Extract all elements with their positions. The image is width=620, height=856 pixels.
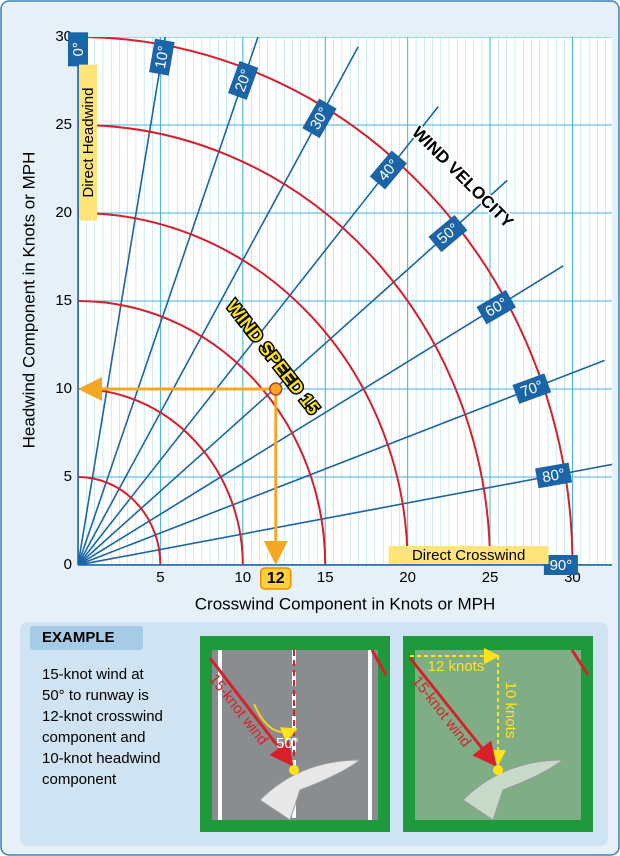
speed-arc [78,124,492,565]
angle-label: 70° [512,373,552,404]
angle-label-box [535,462,573,489]
runway-illustration [200,636,390,832]
x-tick-label: 5 [156,569,164,586]
angle-label: 80° [535,462,573,489]
y-tick-label: 20 [55,204,72,221]
y-tick-label: 15 [55,292,72,309]
speed-arc [78,212,409,565]
angle-label: 0° [68,32,88,67]
label-box [79,64,97,221]
crosswind-value: 12 [267,570,285,587]
direct-crosswind: Direct Crosswind [388,546,549,564]
x-tick-label: 20 [399,569,416,586]
angle-label-text: 10° [152,45,173,70]
angle-label-box [512,373,552,404]
angle-label-box [543,555,578,575]
angle-label-box [369,150,407,190]
angle-label-box [302,98,337,139]
example-line: component [42,771,117,788]
x-tick-label: 15 [317,569,334,586]
angle-label-box [428,214,468,253]
speed-arc [78,388,244,565]
crosswind-label: 12 knots [428,658,485,675]
headwind-label: 10 knots [502,682,519,739]
angle-label-box [476,289,516,325]
angle-label: 20° [227,61,259,100]
example-title: EXAMPLE [42,629,115,646]
angle-label-text: 90° [550,557,573,574]
direct-headwind: Direct Headwind [79,64,97,221]
angle-label-box [227,61,259,100]
angle-label: 50° [276,735,299,752]
angle-label-box [68,32,88,67]
y-tick-label: 10 [55,380,72,397]
y-tick-label: 0 [64,556,72,573]
label-text: Direct Crosswind [412,547,525,564]
x-tick-label: 10 [234,569,251,586]
label-box [388,546,549,564]
example-point [269,382,283,396]
x-axis-label: Crosswind Component in Knots or MPH [195,594,495,613]
example-line: 50° to runway is [42,687,149,704]
example-text: 15-knot wind at 50° to runway is 12-knot c… [42,666,163,788]
angle-label-box [149,38,175,76]
crosswind-box [260,567,292,590]
angle-label-text: 0° [70,42,87,56]
angle-label: 90° [543,555,578,575]
example-line: 12-knot crosswind [42,708,163,725]
runway-illustration [403,636,593,832]
angle-label: 60° [476,289,516,325]
angle-label-text: 80° [541,466,566,487]
speed-arc [78,37,574,565]
angle-label-text: 20° [232,67,256,94]
y-tick-label: 5 [64,468,72,485]
example-line: 15-knot wind at [42,666,145,683]
example-line: 10-knot headwind [42,750,160,767]
y-axis-label: Headwind Component in Knots or MPH [19,152,38,449]
y-tick-label: 25 [55,116,72,133]
x-tick-label: 25 [482,569,499,586]
label-text: Direct Headwind [80,88,97,198]
example-header [30,626,143,650]
y-tick-label: 30 [55,28,72,45]
speed-arc [78,476,162,565]
angle-label-text: 70° [518,377,545,401]
speed-arc [78,300,327,565]
example-line: component and [42,729,145,746]
angle-label: 10° [149,38,175,76]
